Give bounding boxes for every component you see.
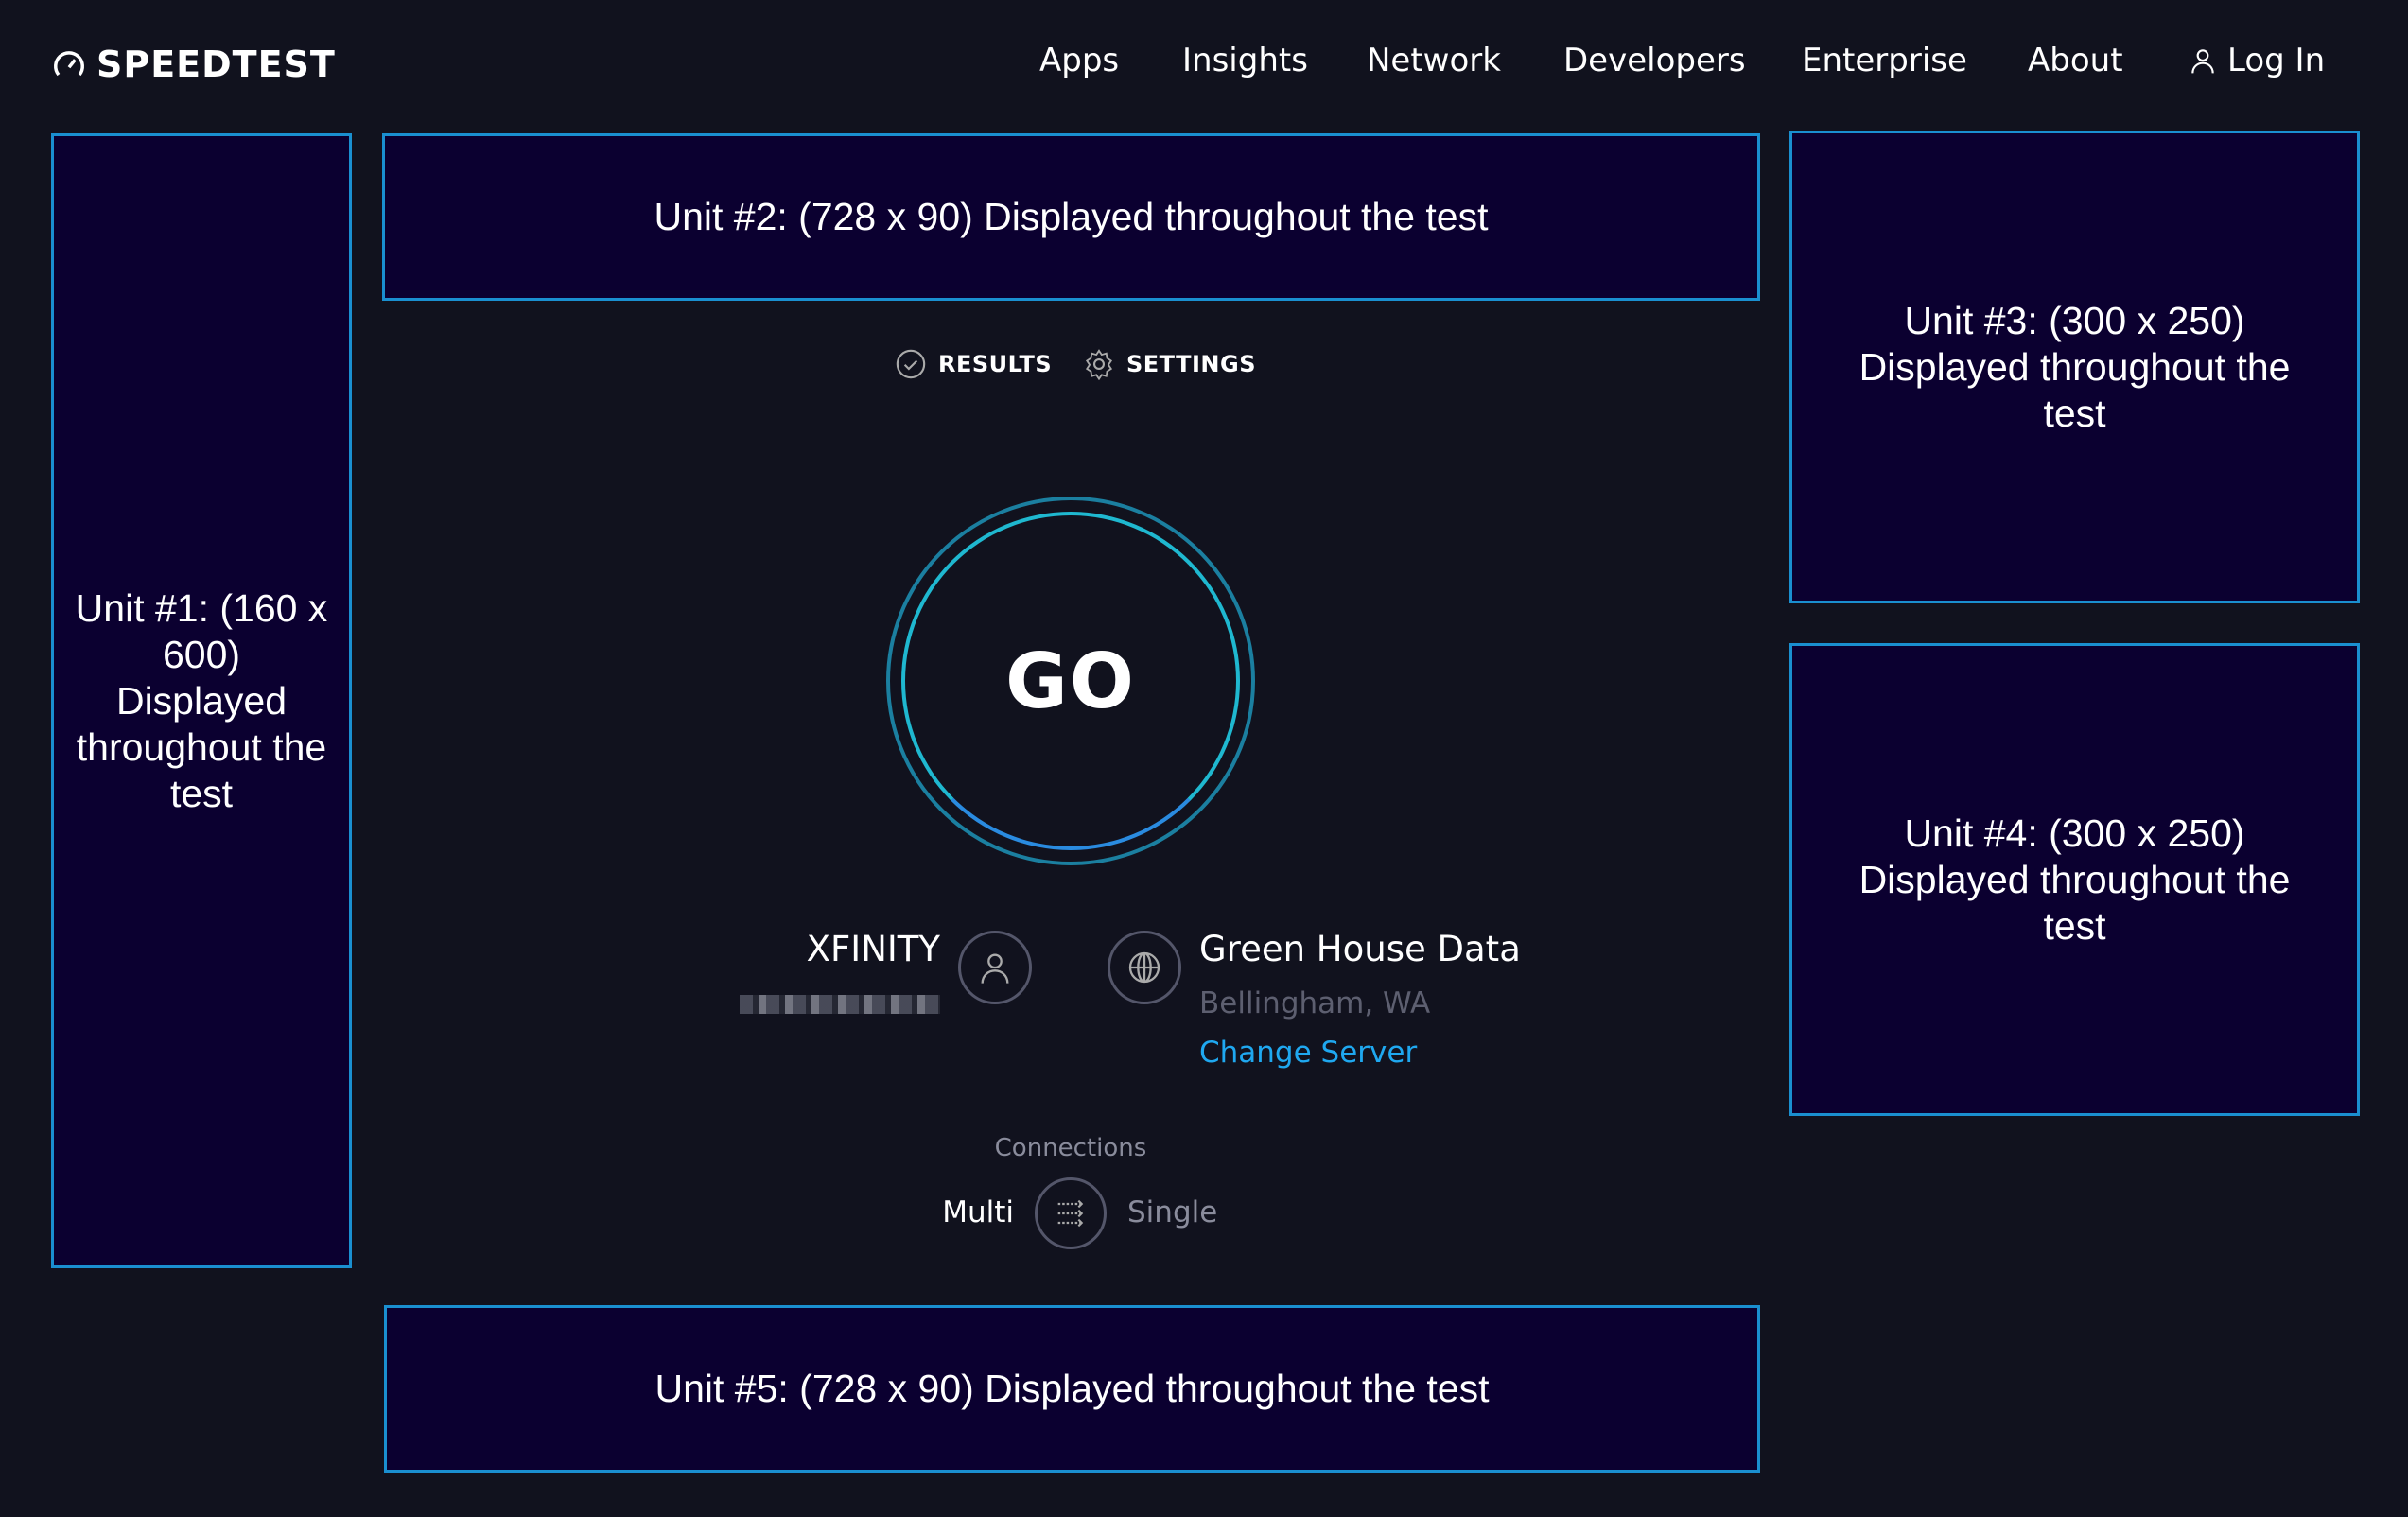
tab-results[interactable]: RESULTS	[895, 348, 1052, 380]
logo-text: SPEEDTEST	[96, 44, 336, 85]
check-circle-icon	[896, 349, 926, 379]
ad-unit-1[interactable]: Unit #1: (160 x 600) Displayed throughou…	[51, 133, 352, 1268]
isp-user-button[interactable]	[958, 931, 1032, 1004]
connections-label: Connections	[994, 1134, 1147, 1162]
nav-developers[interactable]: Developers	[1563, 42, 1746, 79]
login-label: Log In	[2227, 42, 2326, 79]
nav-about[interactable]: About	[2028, 42, 2123, 79]
isp-name: XFINITY	[806, 929, 940, 969]
server-name: Green House Data	[1199, 929, 1521, 969]
nav-enterprise[interactable]: Enterprise	[1802, 42, 1967, 79]
go-label: GO	[1005, 636, 1136, 725]
connections-toggle[interactable]	[1035, 1177, 1107, 1249]
multi-arrows-icon	[1057, 1199, 1084, 1228]
ad-unit-3[interactable]: Unit #3: (300 x 250) Displayed throughou…	[1789, 131, 2360, 603]
ad-unit-5[interactable]: Unit #5: (728 x 90) Displayed throughout…	[384, 1305, 1760, 1473]
server-location: Bellingham, WA	[1199, 986, 1431, 1020]
connections-single[interactable]: Single	[1127, 1195, 1218, 1229]
results-label: RESULTS	[938, 351, 1053, 377]
ad-unit-2[interactable]: Unit #2: (728 x 90) Displayed throughout…	[382, 133, 1760, 301]
login-link[interactable]: Log In	[2188, 42, 2325, 79]
speedtest-logo[interactable]: SPEEDTEST	[51, 44, 336, 85]
nav-apps[interactable]: Apps	[1039, 42, 1120, 79]
change-server-link[interactable]: Change Server	[1199, 1036, 1418, 1070]
nav-insights[interactable]: Insights	[1182, 42, 1308, 79]
user-icon	[981, 953, 1009, 984]
go-button[interactable]: GO	[901, 512, 1240, 850]
speedometer-icon	[54, 51, 84, 77]
ad-unit-4[interactable]: Unit #4: (300 x 250) Displayed throughou…	[1789, 643, 2360, 1116]
server-globe-button[interactable]	[1108, 931, 1181, 1004]
redacted-ip	[740, 995, 940, 1014]
tab-settings[interactable]: SETTINGS	[1083, 348, 1256, 380]
globe-icon	[1128, 951, 1160, 984]
go-outer-ring	[886, 497, 1255, 865]
settings-label: SETTINGS	[1126, 351, 1256, 377]
gear-icon	[1085, 349, 1113, 380]
nav-network[interactable]: Network	[1367, 42, 1501, 79]
user-icon	[2191, 49, 2214, 74]
connections-multi[interactable]: Multi	[942, 1195, 1014, 1229]
